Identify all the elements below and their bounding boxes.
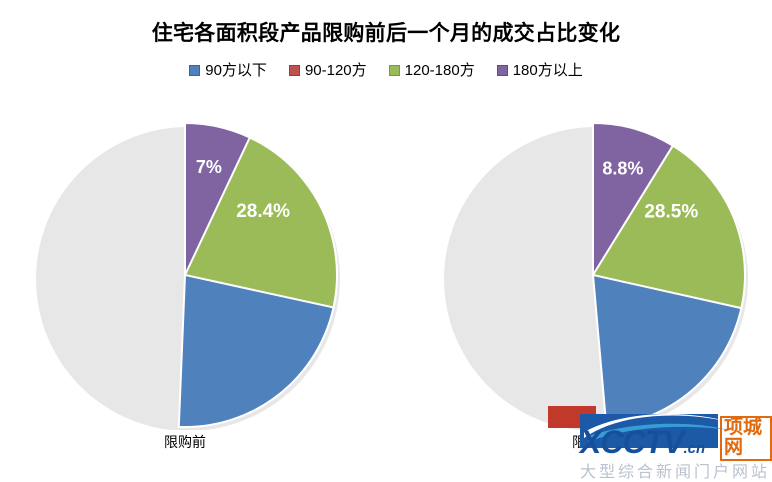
pie-caption-after: 限购后: [572, 434, 614, 450]
chart-legend: 90方以下 90-120方 120-180方 180方以上: [0, 63, 772, 78]
legend-label-90-below: 90方以下: [205, 62, 267, 79]
legend-swatch-red: [288, 65, 300, 76]
pie-after-svg: 48.6%14.1%28.5%8.8%: [444, 121, 748, 430]
legend-item-180-above[interactable]: 180方以上: [496, 62, 583, 79]
legend-swatch-blue: [189, 65, 201, 76]
pie-slice-label: 28.4%: [236, 201, 290, 222]
pie-chart-after[interactable]: 48.6%14.1%28.5%8.8%: [438, 120, 748, 430]
pie-slice[interactable]: [592, 121, 675, 279]
legend-swatch-purple: [496, 65, 508, 76]
pie-caption-before: 限购前: [164, 434, 206, 450]
pie-before-svg: 50.6%13.9%28.4%7%: [36, 121, 340, 430]
legend-label-180-above: 180方以上: [512, 62, 583, 79]
legend-swatch-green: [388, 65, 400, 76]
pie-chart-before[interactable]: 50.6%13.9%28.4%7%: [30, 120, 340, 430]
legend-item-90-120[interactable]: 90-120方: [288, 62, 367, 79]
pie-slice-label: 8.8%: [602, 158, 643, 178]
pie-slice-label: 7%: [196, 157, 222, 177]
pie-slice-label: 28.5%: [644, 201, 698, 222]
pie-slice[interactable]: [184, 121, 252, 276]
chart-title: 住宅各面积段产品限购前后一个月的成交占比变化: [151, 22, 621, 45]
legend-item-90-below[interactable]: 90方以下: [189, 63, 267, 78]
watermark-tagline: 大型综合新闻门户网站: [580, 464, 771, 481]
legend-label-120-180: 120-180方: [404, 62, 475, 79]
legend-label-90-120: 90-120方: [304, 62, 367, 79]
legend-item-120-180[interactable]: 120-180方: [388, 62, 475, 79]
